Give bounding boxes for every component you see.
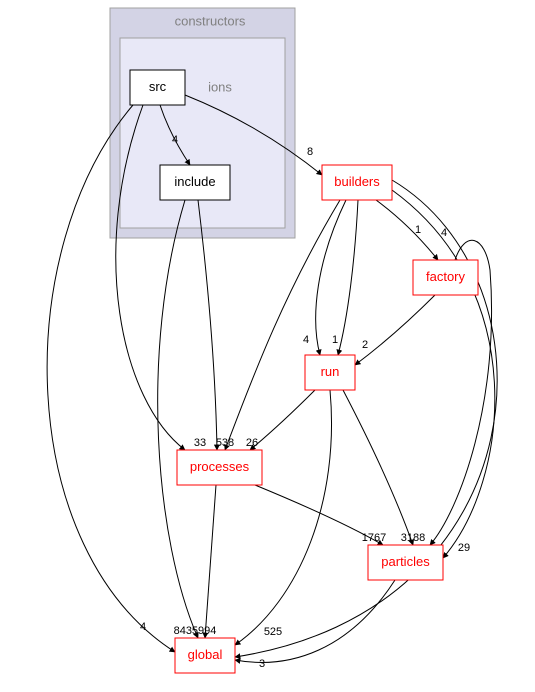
edge-label-processes-particles: 1767 <box>362 532 386 544</box>
edge-builders-global <box>235 180 497 657</box>
edge-label-src-global: 4 <box>140 621 146 633</box>
edge-label-builders-particles: 29 <box>458 542 470 554</box>
edge-label-src-processes: 33 <box>194 437 206 449</box>
node-label-factory: factory <box>426 269 466 284</box>
edge-builders-particles <box>392 190 495 558</box>
edge-label-run-particles: 3188 <box>401 532 425 544</box>
edge-label-builders-factory: 1 <box>415 224 421 236</box>
node-label-particles: particles <box>381 554 430 569</box>
edge-builders-factory <box>376 200 438 260</box>
edge-run-processes <box>250 390 315 450</box>
edge-label-builders-run: 1 <box>332 334 338 346</box>
outer-box-label: constructors <box>175 13 246 28</box>
edge-label-builders-run: 4 <box>303 334 309 346</box>
edge-builders-run <box>316 200 346 355</box>
dependency-graph: constructors ions 4 8 33 4 1 4 1 538 29 2 4 26 3188 52… <box>0 0 535 692</box>
edge-label-run-global: 525 <box>264 626 282 638</box>
edge-run-global <box>235 390 332 645</box>
edge-label-particles-global: 3 <box>259 658 265 670</box>
edge-label-src-include: 4 <box>172 134 178 146</box>
node-label-include: include <box>174 174 215 189</box>
node-label-builders: builders <box>334 174 380 189</box>
node-label-src: src <box>149 79 167 94</box>
edge-label-processes-global: 8435994 <box>174 625 217 637</box>
node-label-run: run <box>321 364 340 379</box>
edge-run-particles <box>343 390 413 545</box>
edge-factory-run <box>355 295 435 365</box>
edge-label-src-builders: 8 <box>307 146 313 158</box>
edge-builders-run <box>338 200 358 355</box>
edge-label-factory-particles: 4 <box>441 227 447 239</box>
edge-include-global <box>158 200 198 638</box>
edge-label-run-processes: 26 <box>246 437 258 449</box>
node-label-global: global <box>188 647 223 662</box>
edge-label-builders-processes: 538 <box>216 437 234 449</box>
node-label-processes: processes <box>190 459 250 474</box>
edge-label-factory-run: 2 <box>362 339 368 351</box>
inner-box-label: ions <box>208 79 232 94</box>
edge-particles-global <box>235 580 395 662</box>
edge-processes-global <box>205 485 216 638</box>
